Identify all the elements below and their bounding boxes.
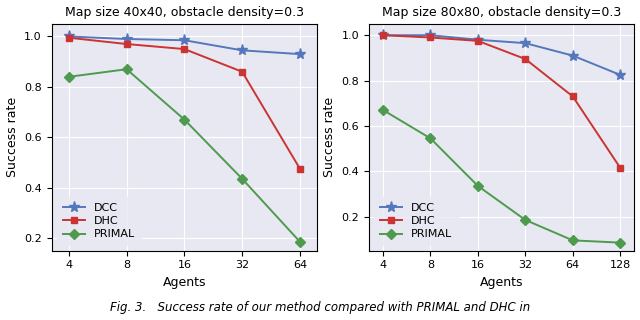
PRIMAL bbox=[296, 240, 304, 244]
Y-axis label: Success rate: Success rate bbox=[323, 97, 336, 177]
DCC bbox=[616, 73, 624, 77]
Line: DCC: DCC bbox=[378, 30, 626, 80]
X-axis label: Agents: Agents bbox=[480, 276, 524, 289]
DCC bbox=[180, 38, 188, 42]
PRIMAL bbox=[379, 108, 387, 112]
PRIMAL bbox=[616, 241, 624, 244]
DCC bbox=[522, 41, 529, 45]
X-axis label: Agents: Agents bbox=[163, 276, 206, 289]
PRIMAL bbox=[180, 118, 188, 122]
Title: Map size 80x80, obstacle density=0.3: Map size 80x80, obstacle density=0.3 bbox=[382, 5, 621, 19]
PRIMAL bbox=[238, 177, 246, 181]
PRIMAL bbox=[65, 75, 73, 79]
DHC bbox=[427, 36, 435, 39]
DHC bbox=[65, 36, 73, 40]
PRIMAL bbox=[474, 184, 482, 188]
DHC bbox=[180, 47, 188, 51]
DHC bbox=[522, 57, 529, 61]
DCC bbox=[65, 35, 73, 38]
DCC bbox=[123, 37, 131, 41]
DCC bbox=[238, 48, 246, 52]
DCC bbox=[379, 33, 387, 37]
DHC bbox=[123, 42, 131, 46]
Line: PRIMAL: PRIMAL bbox=[65, 66, 303, 245]
DCC bbox=[569, 54, 577, 58]
Text: Fig. 3.   Success rate of our method compared with PRIMAL and DHC in: Fig. 3. Success rate of our method compa… bbox=[110, 300, 530, 314]
Y-axis label: Success rate: Success rate bbox=[6, 97, 19, 177]
PRIMAL bbox=[569, 238, 577, 242]
DCC bbox=[474, 38, 482, 42]
Line: PRIMAL: PRIMAL bbox=[380, 107, 624, 246]
PRIMAL bbox=[427, 136, 435, 140]
Line: DHC: DHC bbox=[380, 32, 624, 171]
Legend: DCC, DHC, PRIMAL: DCC, DHC, PRIMAL bbox=[57, 197, 141, 245]
Legend: DCC, DHC, PRIMAL: DCC, DHC, PRIMAL bbox=[374, 197, 458, 245]
DHC bbox=[616, 166, 624, 170]
DHC bbox=[296, 167, 304, 171]
Title: Map size 40x40, obstacle density=0.3: Map size 40x40, obstacle density=0.3 bbox=[65, 5, 304, 19]
DHC bbox=[238, 70, 246, 74]
DHC bbox=[569, 94, 577, 98]
DHC bbox=[474, 39, 482, 43]
PRIMAL bbox=[522, 218, 529, 222]
DCC bbox=[296, 52, 304, 56]
PRIMAL bbox=[123, 67, 131, 71]
DCC bbox=[427, 33, 435, 37]
Line: DCC: DCC bbox=[63, 31, 305, 60]
DHC bbox=[379, 33, 387, 37]
Line: DHC: DHC bbox=[65, 34, 303, 172]
